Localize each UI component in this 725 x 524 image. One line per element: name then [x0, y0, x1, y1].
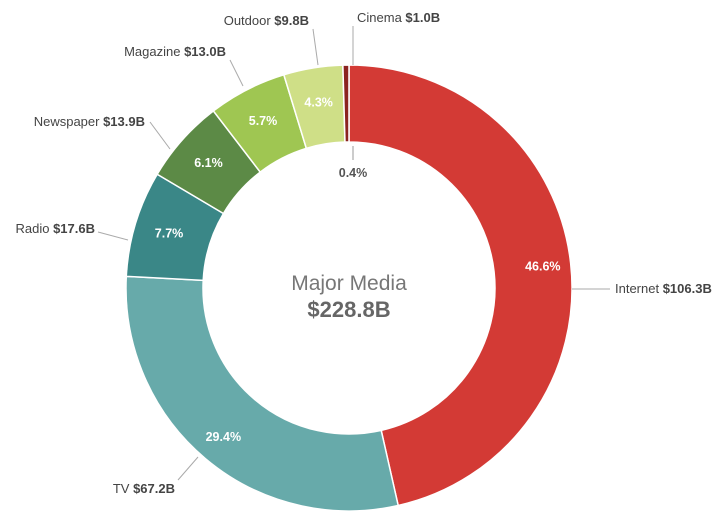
- leader-radio: [97, 231, 129, 241]
- category-name-magazine: Magazine: [124, 44, 184, 59]
- leader-magazine: [229, 59, 244, 87]
- category-name-cinema: Cinema: [357, 10, 405, 25]
- slice-tv: [125, 275, 400, 512]
- percent-label-tv: 29.4%: [206, 430, 241, 444]
- category-name-tv: TV: [113, 481, 133, 496]
- category-name-radio: Radio: [16, 221, 54, 236]
- category-value-cinema: $1.0B: [405, 10, 440, 25]
- slice-internet: [348, 64, 573, 507]
- percent-label-outdoor: 4.3%: [304, 95, 333, 109]
- center-total: $228.8B: [307, 297, 390, 322]
- percent-label-newspaper: 6.1%: [194, 156, 223, 170]
- category-value-tv: $67.2B: [133, 481, 175, 496]
- category-value-magazine: $13.0B: [184, 44, 226, 59]
- category-label-magazine: Magazine $13.0B: [124, 44, 226, 59]
- center-title: Major Media: [291, 272, 407, 295]
- slice-cinema: [342, 64, 350, 143]
- category-label-tv: TV $67.2B: [113, 481, 175, 496]
- category-name-newspaper: Newspaper: [34, 114, 103, 129]
- category-value-internet: $106.3B: [663, 281, 712, 296]
- leader-lines: [97, 26, 610, 481]
- category-value-newspaper: $13.9B: [103, 114, 145, 129]
- category-name-internet: Internet: [615, 281, 663, 296]
- category-name-outdoor: Outdoor: [224, 13, 275, 28]
- slice-labels: 46.6% Internet $106.3B 29.4% TV $67.2B 7.7% R…: [16, 10, 712, 496]
- leader-outdoor: [312, 28, 319, 66]
- category-value-radio: $17.6B: [53, 221, 95, 236]
- donut-slices: [125, 64, 573, 512]
- category-label-internet: Internet $106.3B: [615, 281, 712, 296]
- category-label-newspaper: Newspaper $13.9B: [34, 114, 145, 129]
- percent-label-internet: 46.6%: [525, 259, 560, 273]
- category-label-radio: Radio $17.6B: [16, 221, 96, 236]
- category-label-cinema: Cinema $1.0B: [357, 10, 440, 25]
- leader-tv: [177, 456, 199, 481]
- category-value-outdoor: $9.8B: [274, 13, 309, 28]
- percent-label-radio: 7.7%: [155, 227, 184, 241]
- category-label-outdoor: Outdoor $9.8B: [224, 13, 309, 28]
- percent-label-cinema: 0.4%: [339, 166, 368, 180]
- leader-newspaper: [149, 121, 171, 150]
- percent-label-magazine: 5.7%: [249, 114, 278, 128]
